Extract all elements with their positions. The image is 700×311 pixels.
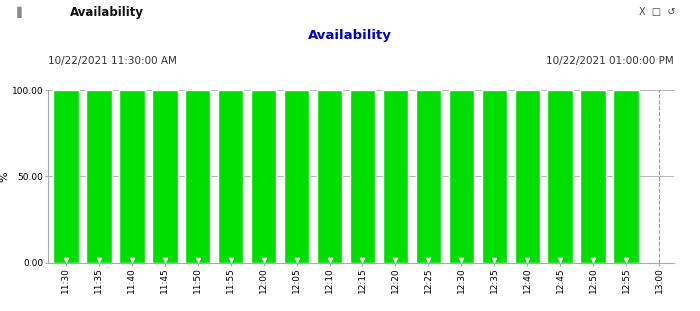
Bar <box>449 90 475 263</box>
Bar <box>86 90 111 263</box>
Bar <box>482 90 508 263</box>
Bar <box>284 90 309 263</box>
Bar <box>251 90 276 263</box>
Bar <box>349 90 375 263</box>
Bar <box>119 90 144 263</box>
Text: Availability: Availability <box>70 6 144 19</box>
Text: X  □  ↺: X □ ↺ <box>639 7 676 17</box>
Bar <box>185 90 211 263</box>
Bar <box>316 90 342 263</box>
Text: 10/22/2021 11:30:00 AM: 10/22/2021 11:30:00 AM <box>48 56 176 66</box>
Bar <box>613 90 639 263</box>
Bar <box>53 90 78 263</box>
Y-axis label: %: % <box>0 171 9 182</box>
Text: 10/22/2021 01:00:00 PM: 10/22/2021 01:00:00 PM <box>547 56 674 66</box>
Bar <box>514 90 540 263</box>
Bar <box>152 90 178 263</box>
Text: Availability: Availability <box>308 29 392 42</box>
Bar <box>547 90 573 263</box>
Bar <box>383 90 408 263</box>
Bar <box>580 90 606 263</box>
Bar <box>416 90 441 263</box>
Bar <box>218 90 244 263</box>
Text: ▐: ▐ <box>13 7 21 18</box>
